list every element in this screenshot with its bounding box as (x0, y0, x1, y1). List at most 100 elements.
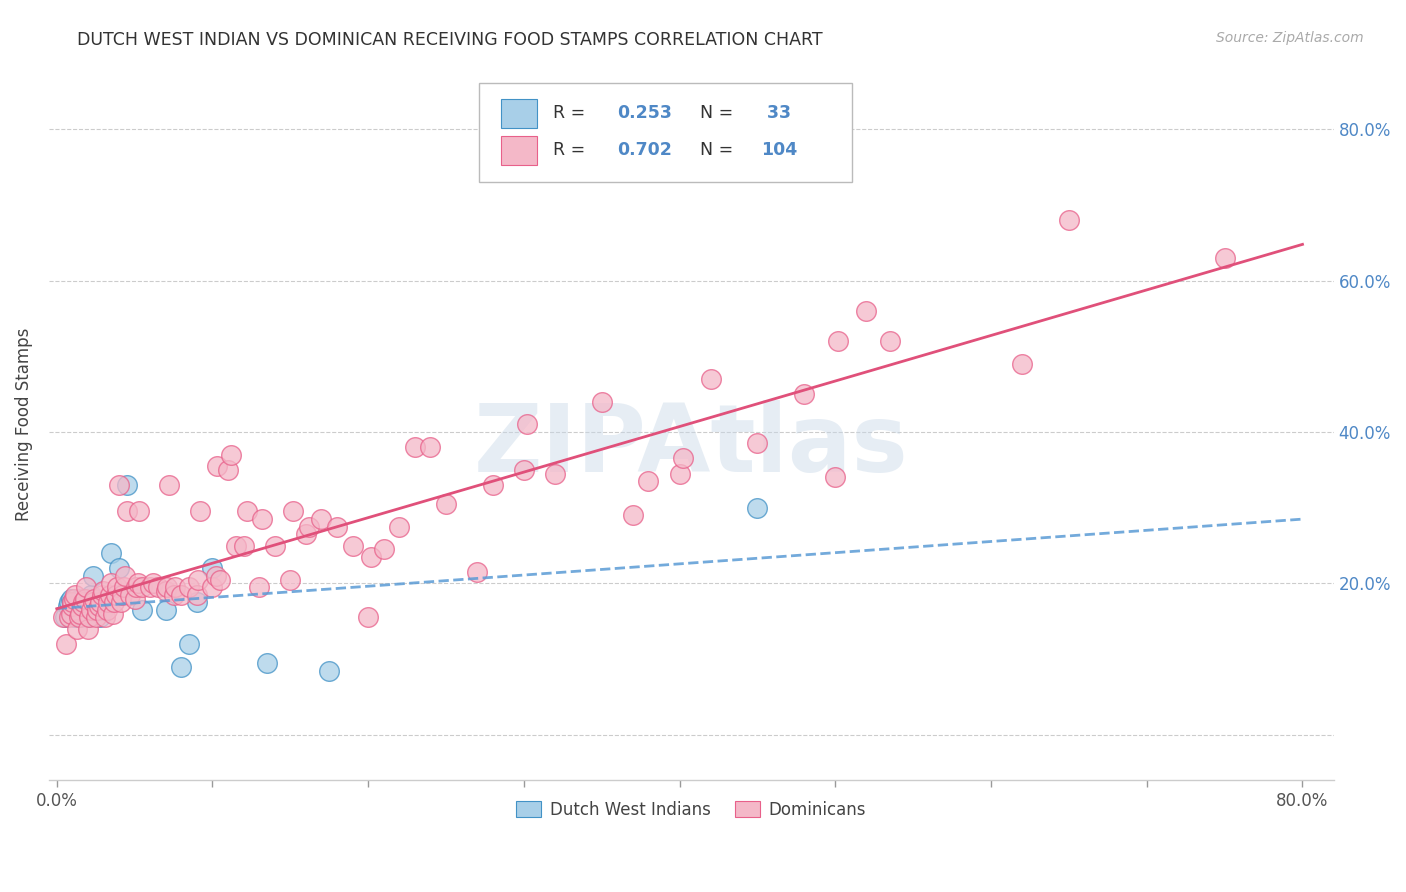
Point (67, 610, 90, 624)
Point (155, 603, 177, 617)
Text: N =: N = (700, 141, 740, 160)
Point (125, 580, 148, 594)
Point (668, 467, 690, 481)
Point (373, 542, 395, 557)
Point (827, 334, 849, 348)
Point (89, 610, 111, 624)
Point (263, 539, 285, 553)
Point (55, 637, 77, 651)
Point (879, 334, 901, 348)
Point (278, 573, 301, 587)
Point (96, 603, 118, 617)
Text: Source: ZipAtlas.com: Source: ZipAtlas.com (1216, 31, 1364, 45)
Point (256, 656, 278, 670)
Point (58, 595, 80, 609)
Point (128, 504, 150, 518)
Point (186, 595, 208, 609)
Point (107, 580, 129, 594)
Text: DUTCH WEST INDIAN VS DOMINICAN RECEIVING FOOD STAMPS CORRELATION CHART: DUTCH WEST INDIAN VS DOMINICAN RECEIVING… (77, 31, 823, 49)
Point (318, 664, 340, 678)
Point (591, 394, 613, 409)
Point (1057, 213, 1080, 227)
FancyBboxPatch shape (479, 83, 852, 182)
Point (516, 417, 538, 432)
Point (115, 504, 138, 518)
Point (110, 595, 132, 609)
Text: 33: 33 (761, 104, 790, 122)
Point (69, 607, 91, 621)
Point (170, 659, 193, 673)
Point (73, 599, 96, 614)
Point (170, 588, 193, 602)
Point (73, 591, 96, 606)
Text: 0.253: 0.253 (617, 104, 672, 122)
Point (388, 519, 411, 533)
Point (217, 463, 239, 477)
Point (747, 436, 769, 450)
Y-axis label: Receiving Food Stamps: Receiving Food Stamps (15, 327, 32, 521)
Point (855, 303, 877, 318)
Point (219, 448, 242, 462)
Point (342, 539, 364, 553)
Point (131, 603, 153, 617)
Point (672, 451, 695, 466)
Point (146, 580, 169, 594)
Point (103, 595, 125, 609)
Point (89, 595, 111, 609)
Point (131, 580, 153, 594)
Point (56, 599, 79, 614)
Point (59, 607, 82, 621)
Point (86, 603, 108, 617)
Point (72, 595, 94, 609)
Point (311, 512, 333, 526)
Point (404, 440, 426, 454)
Point (114, 569, 136, 583)
FancyBboxPatch shape (501, 136, 537, 165)
Point (79, 610, 101, 624)
Text: R =: R = (553, 104, 591, 122)
Point (156, 580, 179, 594)
Point (80, 603, 103, 617)
Text: N =: N = (700, 104, 740, 122)
Point (179, 637, 201, 651)
Point (104, 588, 127, 602)
Point (90, 588, 112, 602)
Text: 0.702: 0.702 (617, 141, 672, 160)
Point (434, 497, 457, 511)
Point (637, 474, 659, 488)
Point (127, 576, 149, 591)
Point (84, 610, 107, 624)
Point (60, 599, 83, 614)
Point (70, 610, 93, 624)
Point (513, 463, 536, 477)
Point (283, 504, 305, 518)
Point (111, 588, 134, 602)
Point (77, 610, 100, 624)
Point (186, 588, 208, 602)
Point (97, 595, 120, 609)
Point (82, 595, 104, 609)
Point (481, 478, 503, 492)
Point (162, 588, 184, 602)
Point (295, 527, 318, 541)
Point (247, 580, 270, 594)
Point (621, 508, 644, 523)
Point (209, 573, 232, 587)
Point (93, 584, 115, 599)
Point (225, 539, 247, 553)
Point (72, 607, 94, 621)
Point (205, 458, 228, 473)
Point (793, 387, 815, 401)
Point (157, 478, 180, 492)
Point (98, 588, 121, 602)
Point (252, 512, 274, 526)
FancyBboxPatch shape (501, 99, 537, 128)
Point (82, 569, 104, 583)
Point (357, 610, 380, 624)
Point (232, 539, 254, 553)
Point (142, 576, 165, 591)
Point (59, 591, 82, 606)
Point (100, 576, 122, 591)
Point (65, 610, 87, 624)
Point (112, 580, 135, 594)
